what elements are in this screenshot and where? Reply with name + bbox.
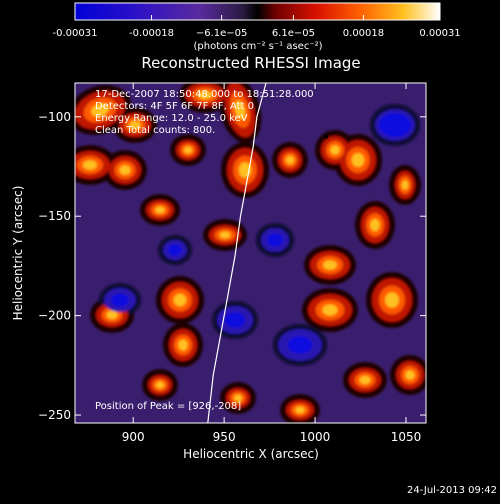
image-blob xyxy=(234,100,246,120)
image-blob xyxy=(173,293,187,307)
colorbar-tick-label: −6.1e−05 xyxy=(196,28,248,39)
colorbar-tick-label: -0.00031 xyxy=(53,28,98,39)
image-blob xyxy=(111,293,129,307)
image-blob xyxy=(106,310,118,320)
image-blob xyxy=(285,155,295,165)
image-blob xyxy=(323,260,337,270)
plot-frame xyxy=(74,82,427,424)
colorbar-ticks: -0.00031 -0.00018 −6.1e−05 6.1e−05 0.00018 0.… xyxy=(53,15,461,39)
solar-limb-curve xyxy=(207,83,267,423)
annotation-peak-position: Position of Peak = [926,-208] xyxy=(95,401,241,412)
colorbar xyxy=(74,2,441,21)
heatmap-image xyxy=(75,83,426,423)
image-blob xyxy=(155,381,165,389)
image-blob xyxy=(359,375,371,385)
image-blob xyxy=(330,145,340,155)
image-blob xyxy=(168,244,182,256)
image-blob xyxy=(233,394,243,402)
image-blob xyxy=(379,113,411,137)
peak-marker xyxy=(323,134,328,139)
annotation-energy-range: Energy Range: 12.0 - 25.0 keV xyxy=(95,113,248,124)
axis-ticks: 900 950 1000 1050 −100 −150 −200 −250 xyxy=(38,83,426,444)
annotation-clean: Clean Total counts: 800. xyxy=(95,125,215,136)
image-blob xyxy=(225,312,245,328)
y-tick-label: −100 xyxy=(38,110,71,124)
colorbar-units-label: (photons cm⁻² s⁻¹ asec⁻²) xyxy=(193,41,322,52)
image-blob xyxy=(119,165,131,175)
chart-title: Reconstructed RHESSI Image xyxy=(141,54,360,72)
x-tick-label: 950 xyxy=(213,430,236,444)
image-blob xyxy=(183,146,193,154)
y-axis-label: Heliocentric Y (arcsec) xyxy=(11,186,25,321)
image-blob xyxy=(295,406,305,414)
image-blob xyxy=(155,206,165,214)
x-tick-label: 1000 xyxy=(300,430,331,444)
image-blob xyxy=(405,370,415,380)
image-blob xyxy=(83,160,97,170)
x-axis-label: Heliocentric X (arcsec) xyxy=(183,447,319,461)
image-blob xyxy=(385,292,399,308)
colorbar-tick-label: 6.1e−05 xyxy=(272,28,315,39)
image-blob xyxy=(287,336,313,354)
image-blob xyxy=(267,233,283,247)
y-tick-label: −250 xyxy=(38,408,71,422)
footer-date: 24-Jul-2013 09:42 xyxy=(407,485,497,496)
image-blob xyxy=(322,304,338,316)
colorbar-tick-label: -0.00018 xyxy=(129,28,174,39)
image-blob xyxy=(178,339,188,351)
image-blob xyxy=(351,153,365,167)
annotation-time-range: 17-Dec-2007 18:50:48.000 to 18:51:28.000 xyxy=(95,89,314,100)
colorbar-tick-label: 0.00018 xyxy=(343,28,384,39)
image-blob xyxy=(219,231,231,239)
x-tick-label: 1050 xyxy=(391,430,422,444)
y-tick-label: −200 xyxy=(38,309,71,323)
image-blob xyxy=(129,120,141,130)
image-blob xyxy=(401,180,409,190)
x-tick-label: 900 xyxy=(122,430,145,444)
image-blob xyxy=(198,90,212,100)
y-tick-label: −150 xyxy=(38,209,71,223)
image-blob xyxy=(370,218,380,232)
image-blob xyxy=(91,103,109,117)
colorbar-tick-label: 0.00031 xyxy=(419,28,460,39)
annotation-detectors: Detectors: 4F 5F 6F 7F 8F, Att 0 xyxy=(95,101,254,112)
